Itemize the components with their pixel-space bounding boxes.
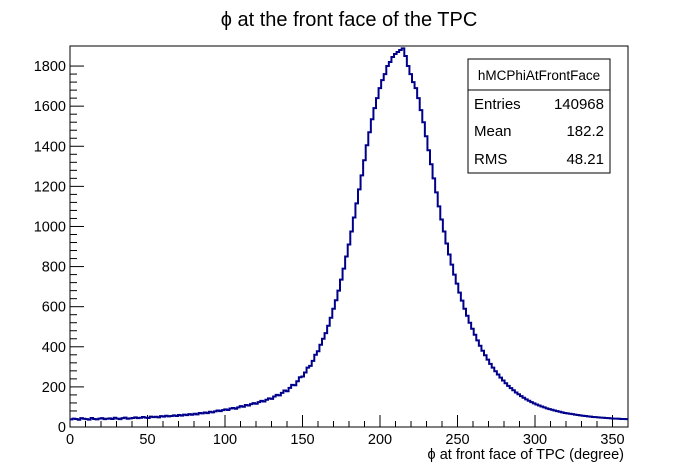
- stats-mean-value: 182.2: [566, 123, 604, 140]
- stats-box: hMCPhiAtFrontFace Entries 140968 Mean 18…: [467, 58, 611, 174]
- stats-rms-value: 48.21: [566, 151, 604, 168]
- stats-rms-label: RMS: [474, 151, 507, 168]
- x-axis: 0 50 100 150 200 250 300 350: [66, 415, 629, 448]
- x-tick-label: 50: [139, 432, 155, 448]
- x-tick-label: 150: [290, 432, 314, 448]
- x-tick-label: 100: [213, 432, 237, 448]
- y-tick-label: 1200: [34, 179, 66, 195]
- stats-box-name: hMCPhiAtFrontFace: [478, 68, 600, 83]
- histogram-series-line: [70, 47, 628, 421]
- y-tick-label: 1600: [34, 99, 66, 115]
- y-tick-label: 1400: [34, 139, 66, 155]
- y-tick-label: 600: [42, 300, 66, 316]
- x-tick-label: 200: [368, 432, 392, 448]
- x-tick-label: 300: [523, 432, 547, 448]
- stats-entries-value: 140968: [554, 96, 604, 113]
- x-tick-label: 250: [445, 432, 469, 448]
- y-tick-label: 1000: [34, 219, 66, 235]
- chart-title: ϕ at the front face of the TPC: [221, 9, 478, 31]
- stats-entries-label: Entries: [474, 96, 521, 113]
- stats-box-frame: [467, 58, 611, 174]
- x-axis-label: ϕ at front face of TPC (degree): [428, 447, 624, 463]
- y-axis: 0 200 400 600 800 1000 1200 1400 1600 1800: [34, 59, 84, 436]
- stats-mean-label: Mean: [474, 123, 512, 140]
- x-tick-label: 350: [600, 432, 624, 448]
- y-tick-label: 800: [42, 260, 66, 276]
- y-tick-label: 400: [42, 340, 66, 356]
- y-tick-label: 1800: [34, 59, 66, 75]
- y-tick-label: 200: [42, 380, 66, 396]
- y-tick-label: 0: [58, 420, 66, 436]
- x-tick-label: 0: [66, 432, 74, 448]
